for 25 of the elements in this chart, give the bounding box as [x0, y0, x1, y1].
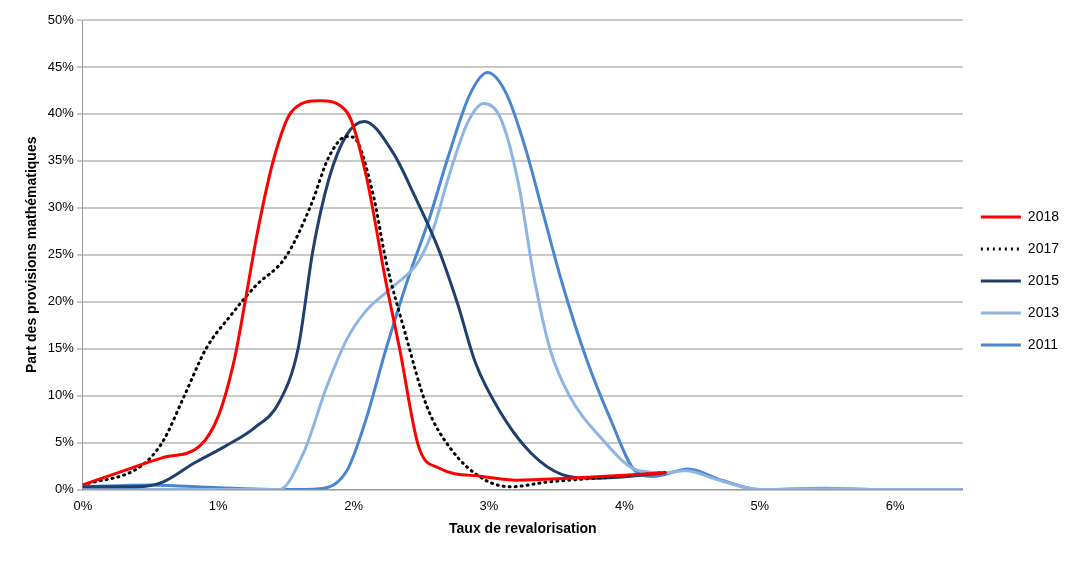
y-tick-label: 40% — [47, 105, 75, 121]
y-tick-label: 10% — [47, 387, 75, 403]
legend-label: 2018 — [1027, 207, 1060, 224]
x-axis-title: Taux de revalorisation — [449, 520, 597, 537]
y-tick-label: 30% — [47, 199, 75, 215]
y-tick-label: 50% — [47, 11, 75, 27]
x-tick-label: 2% — [344, 497, 364, 513]
y-tick-label: 20% — [47, 293, 75, 309]
x-tick-label: 4% — [614, 497, 635, 513]
y-tick-label: 25% — [47, 246, 75, 262]
y-tick-label: 45% — [47, 58, 75, 74]
x-tick-label: 3% — [479, 497, 499, 513]
y-axis-title: Part des provisions mathématiques — [23, 136, 40, 374]
y-tick-label: 15% — [47, 340, 75, 356]
legend-label: 2017 — [1027, 239, 1060, 256]
legend-label: 2013 — [1027, 303, 1060, 320]
legend-label: 2011 — [1027, 335, 1059, 352]
x-tick-label: 1% — [208, 497, 229, 513]
x-tick-label: 6% — [885, 497, 905, 513]
x-tick-label: 0% — [73, 497, 93, 513]
y-tick-label: 5% — [55, 434, 75, 450]
x-tick-label: 5% — [750, 497, 770, 513]
legend-label: 2015 — [1027, 271, 1060, 288]
y-tick-label: 35% — [47, 152, 75, 168]
y-tick-label: 0% — [55, 481, 75, 497]
